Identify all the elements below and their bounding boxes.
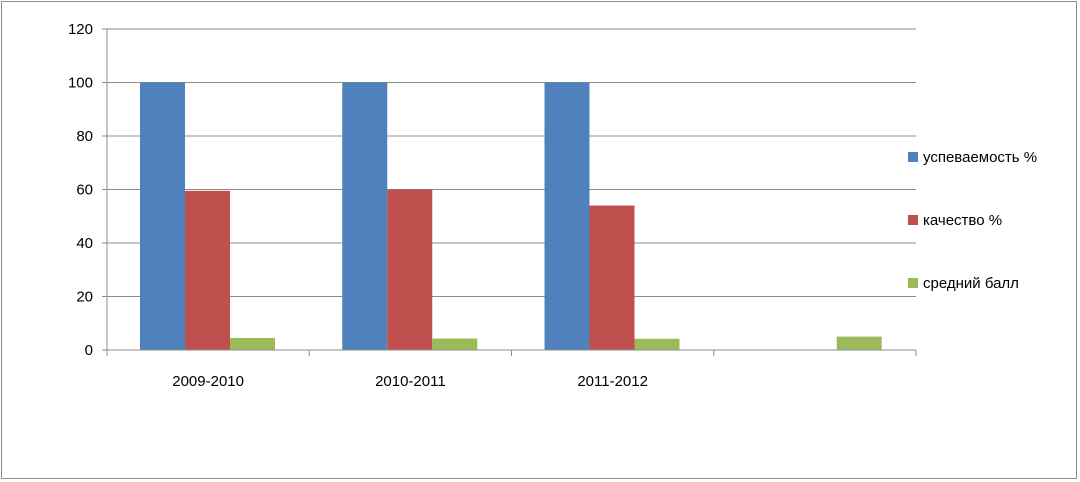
legend-swatch: [908, 278, 918, 288]
axes: [102, 28, 917, 356]
bars: [140, 82, 882, 350]
gridlines: [107, 28, 916, 297]
y-tick-label: 20: [76, 289, 93, 306]
x-category-label: 2009-2010: [172, 373, 244, 390]
bar-1-3: [544, 82, 590, 350]
y-tick-label: 0: [85, 342, 93, 359]
bar-2-3: [589, 205, 635, 350]
y-tick-label: 40: [76, 235, 93, 252]
y-tick-label: 100: [68, 75, 93, 92]
y-tick-labels: 0 20 40 60 80 100 120: [68, 21, 93, 359]
bar-2-1: [185, 190, 230, 350]
bar-3-2: [432, 338, 478, 350]
legend-label: успеваемость %: [923, 149, 1037, 166]
bar-2-2: [387, 189, 433, 350]
bar-1-1: [140, 82, 185, 350]
x-category-labels: 2009-2010 2010-2011 2011-2012: [172, 373, 648, 390]
x-category-label: 2010-2011: [375, 373, 446, 390]
legend-swatch: [908, 215, 918, 225]
legend-swatch: [908, 152, 918, 162]
bar-3-3: [634, 338, 680, 350]
y-tick-label: 80: [76, 128, 93, 145]
legend-label: средний балл: [923, 275, 1019, 292]
y-tick-label: 120: [68, 21, 93, 38]
bar-3-4: [836, 336, 882, 350]
legend: успеваемость % качество % средний балл: [908, 149, 1037, 292]
legend-label: качество %: [923, 212, 1002, 229]
bar-3-1: [230, 337, 275, 350]
x-category-label: 2011-2012: [577, 373, 648, 390]
y-tick-label: 60: [76, 182, 93, 199]
bar-1-2: [342, 82, 388, 350]
